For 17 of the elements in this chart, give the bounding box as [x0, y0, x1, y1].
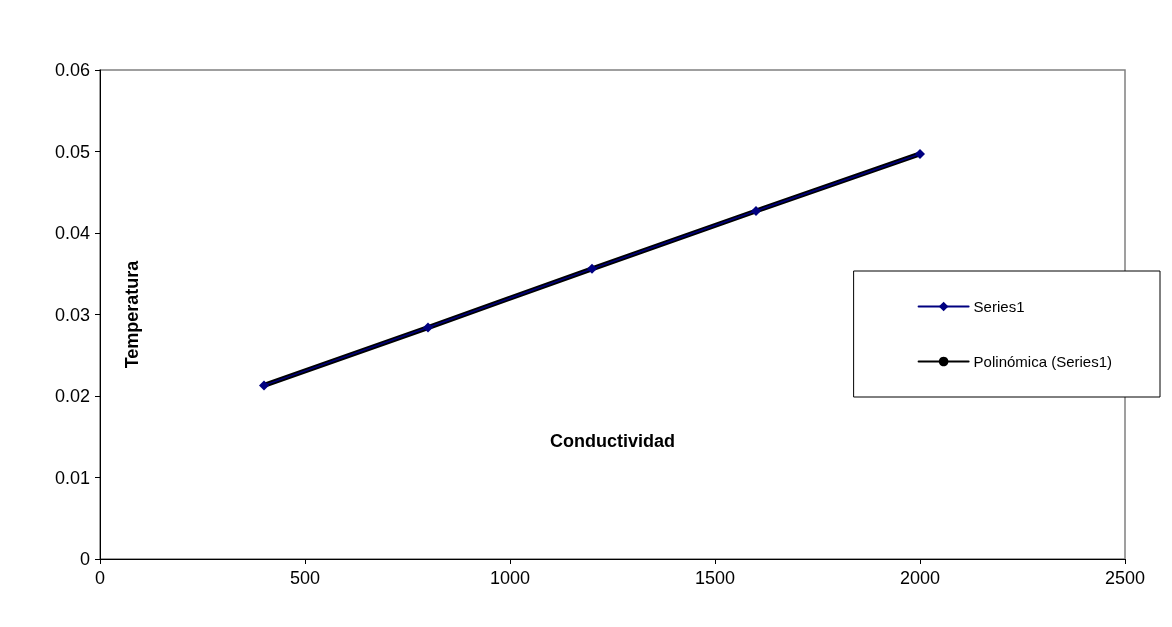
- legend-label: Polinómica (Series1): [973, 353, 1113, 370]
- y-tick-label: 0.04: [54, 223, 90, 243]
- y-tick-label: 0.06: [54, 60, 90, 80]
- x-axis-title: Conductividad: [550, 431, 675, 451]
- x-tick-label: 2000: [899, 568, 941, 588]
- y-tick-label: 0.05: [54, 141, 90, 162]
- x-tick-label: 1000: [489, 568, 531, 588]
- x-tick-label: 0: [94, 568, 106, 588]
- legend-label: Series1: [973, 298, 1025, 315]
- y-tick-label: 0.01: [54, 467, 90, 488]
- y-tick-label: 0: [79, 549, 90, 569]
- y-tick-label: 0.03: [54, 304, 90, 325]
- y-axis-title: Temperatura: [122, 259, 142, 369]
- y-tick-label: 0.02: [54, 386, 90, 406]
- x-tick-label: 1500: [694, 568, 736, 588]
- x-tick-label: 500: [289, 568, 321, 588]
- x-tick-label: 2500: [1104, 568, 1146, 588]
